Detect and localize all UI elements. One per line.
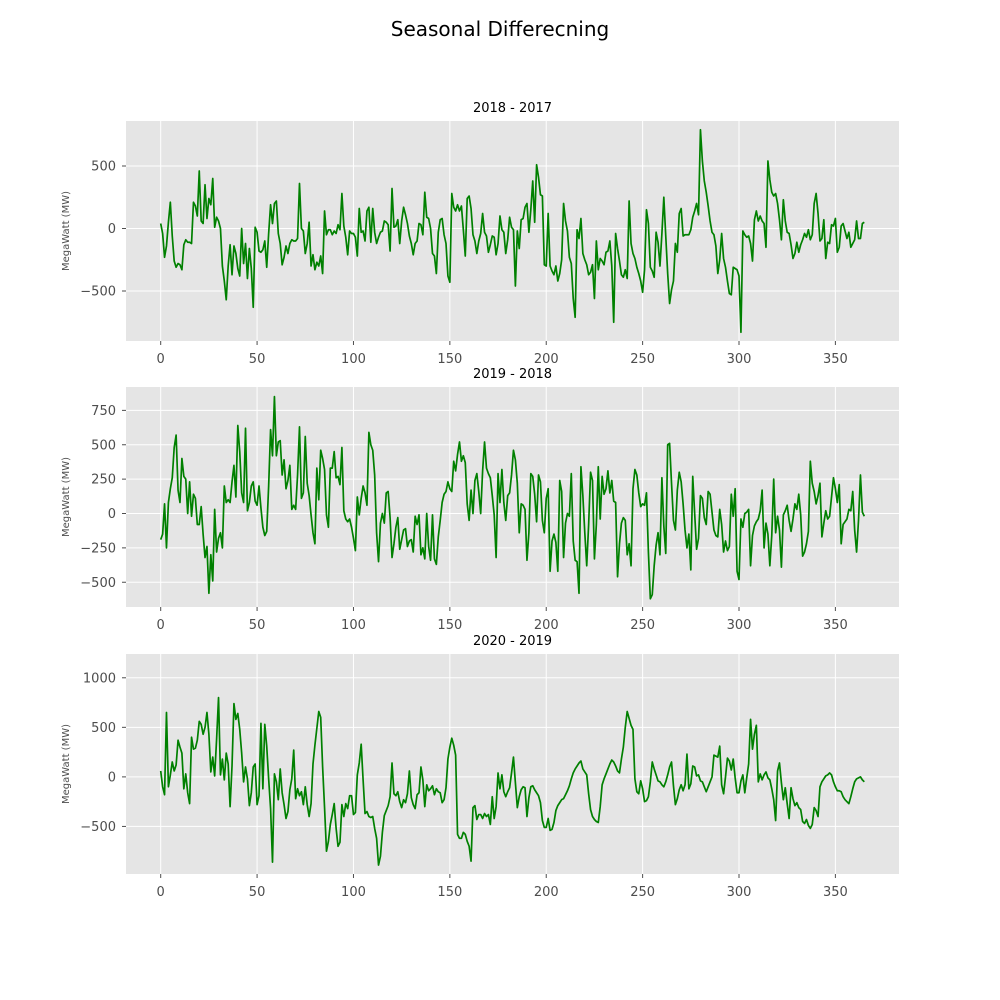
x-tick-label: 0 [157,618,165,633]
x-tick-label: 100 [341,618,366,633]
subplot-title: 2020 - 2019 [473,634,552,649]
y-tick-label: −500 [80,285,116,300]
y-axis-label: MegaWatt (MW) [61,191,72,271]
subplot-title: 2019 - 2018 [473,367,552,382]
x-tick-label: 50 [249,885,266,900]
y-tick-label: −250 [80,541,116,556]
y-tick-label: 750 [91,404,116,419]
y-tick-label: 500 [91,721,116,736]
x-tick-label: 100 [341,352,366,367]
y-axis-label: MegaWatt (MW) [61,457,72,537]
x-tick-label: 50 [249,352,266,367]
y-tick-label: 250 [91,473,116,488]
y-tick-label: 500 [91,438,116,453]
y-tick-label: −500 [80,576,116,591]
x-tick-label: 350 [823,618,848,633]
x-tick-label: 200 [534,352,559,367]
y-tick-label: 0 [108,507,116,522]
series-line [159,128,865,334]
subplot-1: 0 50 100 150 200 250 300 350 −500 0 500 MegaWatt (M… [61,101,899,367]
x-tick-label: 150 [437,885,462,900]
y-tick-label: 1000 [83,671,116,686]
x-tick-label: 0 [157,352,165,367]
x-tick-label: 200 [534,885,559,900]
x-tick-label: 300 [727,885,752,900]
x-tick-label: 50 [249,618,266,633]
y-tick-label: −500 [80,820,116,835]
subplot-title: 2018 - 2017 [473,101,552,116]
y-tick-label: 0 [108,770,116,785]
subplot-3: 0 50 100 150 200 250 300 350 −500 0 500 1000 MegaWat… [61,634,899,900]
x-tick-label: 100 [341,885,366,900]
x-tick-label: 300 [727,352,752,367]
x-tick-label: 150 [437,352,462,367]
x-tick-label: 350 [823,352,848,367]
series-line [159,696,865,866]
x-tick-label: 350 [823,885,848,900]
figure-title: Seasonal Differecning [391,17,610,41]
x-tick-label: 300 [727,618,752,633]
x-tick-label: 250 [630,352,655,367]
x-tick-label: 250 [630,885,655,900]
x-tick-label: 250 [630,618,655,633]
series-line [159,395,866,600]
y-axis-label: MegaWatt (MW) [61,724,72,804]
y-tick-label: 500 [91,160,116,175]
x-tick-label: 200 [534,618,559,633]
subplot-2: 0 50 100 150 200 250 300 350 −500 −250 0 250 500 750 M… [61,367,899,633]
x-tick-label: 150 [437,618,462,633]
y-tick-label: 0 [108,222,116,237]
x-tick-label: 0 [157,885,165,900]
